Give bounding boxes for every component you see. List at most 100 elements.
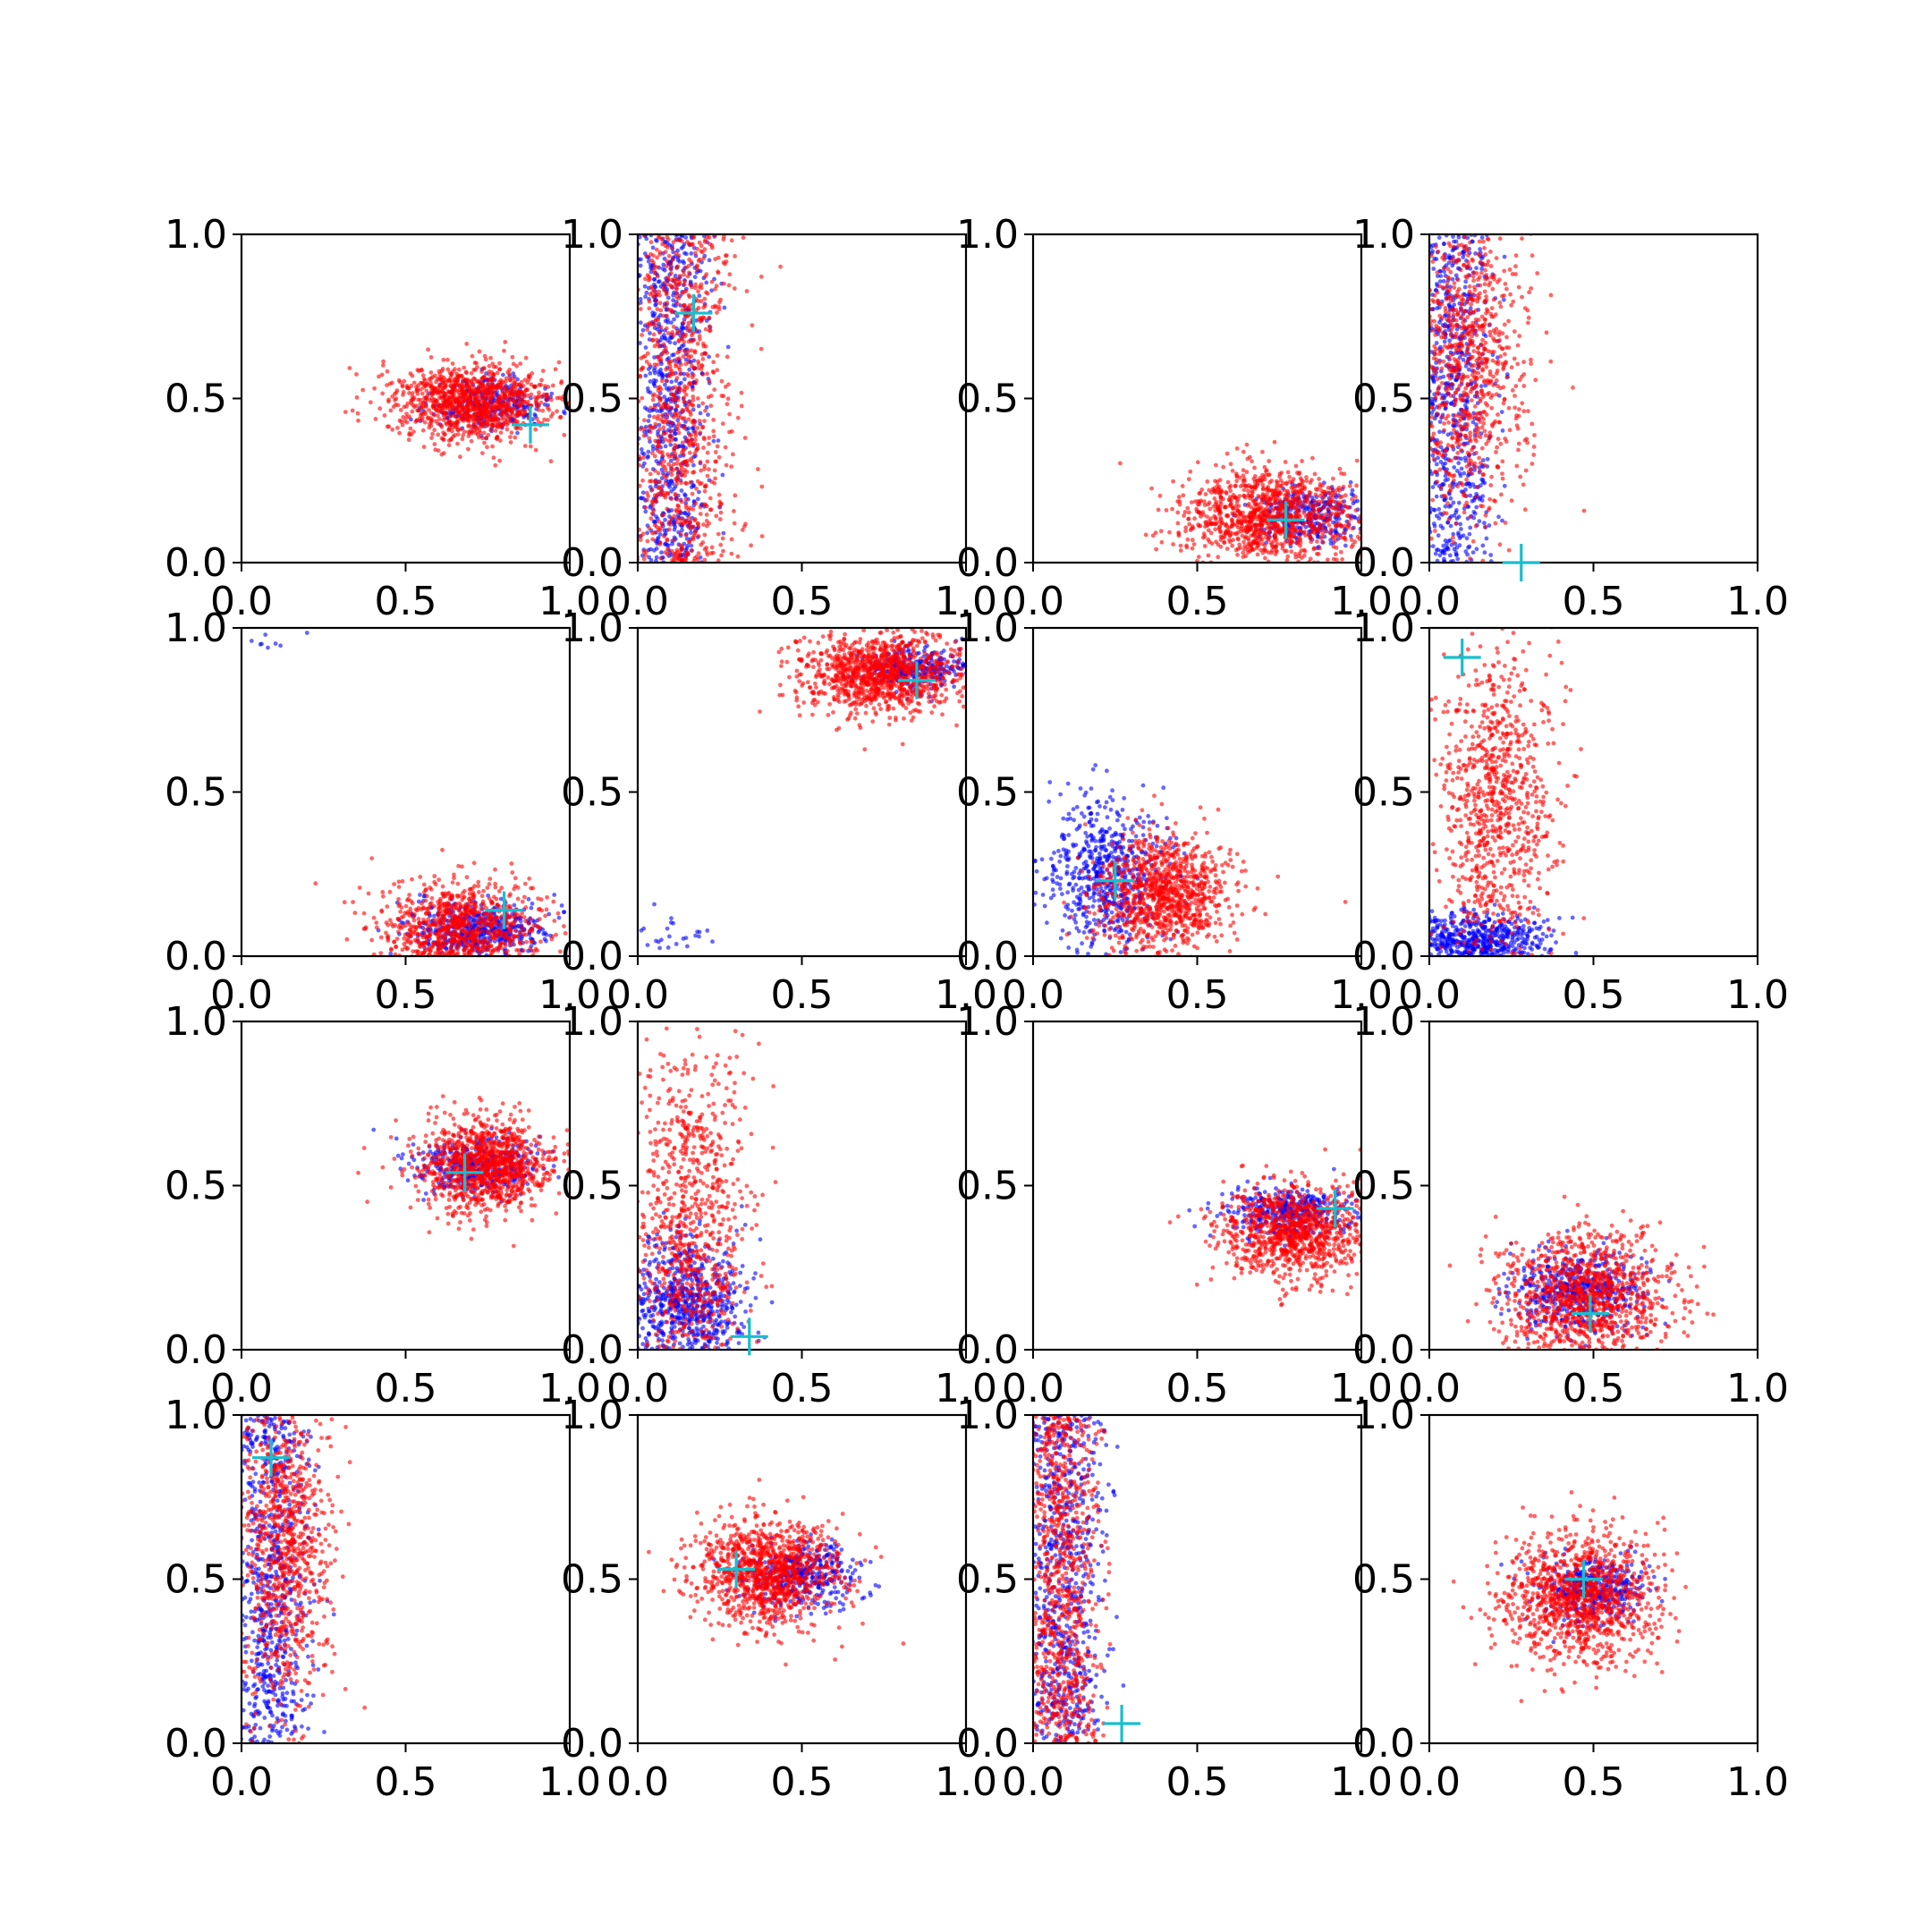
scatter-point: [491, 455, 496, 461]
scatter-point: [673, 341, 677, 346]
scatter-point: [1199, 498, 1204, 504]
scatter-point: [470, 416, 475, 421]
scatter-point: [456, 367, 462, 372]
scatter-point: [1463, 482, 1469, 487]
scatter-point: [664, 367, 668, 372]
scatter-point: [550, 383, 555, 388]
scatter-point: [697, 257, 702, 262]
scatter-point: [444, 411, 449, 416]
scatter-point: [1417, 343, 1421, 347]
scatter-point: [386, 424, 392, 429]
scatter-point: [687, 270, 691, 275]
scatter-point: [694, 486, 699, 491]
scatter-point: [645, 538, 650, 544]
scatter-point: [1272, 501, 1277, 505]
scatter-point: [559, 380, 564, 386]
scatter-point: [1368, 526, 1373, 530]
scatter-point: [1371, 523, 1376, 528]
scatter-point: [1339, 523, 1344, 529]
scatter-point: [650, 537, 656, 542]
scatter-point: [419, 418, 425, 423]
scatter-point: [630, 484, 634, 488]
scatter-point: [1241, 539, 1246, 545]
scatter-point: [654, 459, 659, 463]
scatter-point: [443, 386, 448, 390]
scatter-point: [1351, 542, 1355, 547]
scatter-point: [1290, 539, 1295, 545]
scatter-point: [688, 410, 692, 415]
scatter-point: [1260, 472, 1265, 478]
scatter-point: [652, 453, 657, 459]
scatter-point: [722, 234, 726, 239]
scatter-point: [1436, 274, 1440, 278]
scatter-point: [670, 246, 675, 250]
scatter-point: [698, 460, 703, 464]
scatter-point: [1350, 496, 1354, 502]
scatter-point: [1333, 522, 1338, 527]
scatter-point: [439, 436, 445, 441]
scatter-point: [644, 360, 649, 364]
scatter-point: [555, 409, 559, 414]
scatter-point: [1275, 513, 1280, 519]
scatter-point: [674, 431, 678, 436]
scatter-point: [654, 524, 659, 530]
scatter-point: [1287, 474, 1292, 479]
scatter-point: [640, 490, 646, 496]
scatter-point: [436, 413, 440, 419]
scatter-point: [382, 413, 387, 418]
scatter-point: [1456, 461, 1462, 466]
scatter-point: [702, 466, 707, 471]
scatter-point: [674, 445, 679, 449]
scatter-point: [702, 436, 707, 442]
scatter-point: [622, 445, 626, 449]
scatter-point: [671, 240, 676, 245]
scatter-point: [707, 328, 712, 334]
scatter-point: [706, 394, 711, 400]
scatter-point: [1419, 489, 1424, 494]
scatter-point: [1447, 538, 1453, 543]
scatter-point: [558, 414, 564, 419]
scatter-point: [470, 353, 475, 359]
scatter-point: [1308, 536, 1313, 540]
scatter-point: [513, 412, 519, 418]
scatter-point: [1175, 510, 1181, 515]
scatter-point: [423, 411, 428, 417]
scatter-point: [1301, 504, 1305, 509]
scatter-point: [1261, 495, 1267, 500]
scatter-point: [722, 281, 726, 286]
scatter-point: [658, 462, 663, 466]
scatter-point: [704, 280, 709, 285]
scatter-point: [1462, 402, 1468, 408]
scatter-point: [425, 382, 430, 387]
scatter-point: [1424, 461, 1428, 465]
scatter-point: [687, 450, 692, 455]
scatter-point: [1214, 521, 1219, 526]
scatter-point: [480, 436, 485, 441]
scatter-point: [651, 260, 656, 265]
scatter-point: [463, 388, 469, 394]
scatter-point: [1417, 458, 1421, 462]
scatter-point: [715, 310, 719, 315]
scatter-point: [1255, 552, 1260, 557]
scatter-point: [698, 512, 703, 516]
scatter-point: [373, 417, 378, 421]
scatter-point: [647, 306, 652, 311]
scatter-point: [1431, 507, 1436, 513]
scatter-point: [431, 390, 436, 395]
scatter-point: [1216, 555, 1221, 560]
scatter-point: [402, 404, 407, 410]
scatter-point: [715, 353, 720, 358]
scatter-point: [1249, 543, 1253, 548]
scatter-point: [544, 394, 548, 398]
scatter-point: [479, 376, 485, 381]
scatter-point: [439, 389, 445, 394]
scatter-point: [1196, 510, 1201, 515]
scatter-point: [533, 399, 538, 404]
scatter-point: [1237, 542, 1242, 547]
scatter-point: [707, 354, 711, 360]
scatter-point: [720, 421, 725, 427]
scatter-point: [664, 326, 669, 331]
scatter-point: [1272, 565, 1276, 570]
scatter-point: [450, 361, 455, 366]
